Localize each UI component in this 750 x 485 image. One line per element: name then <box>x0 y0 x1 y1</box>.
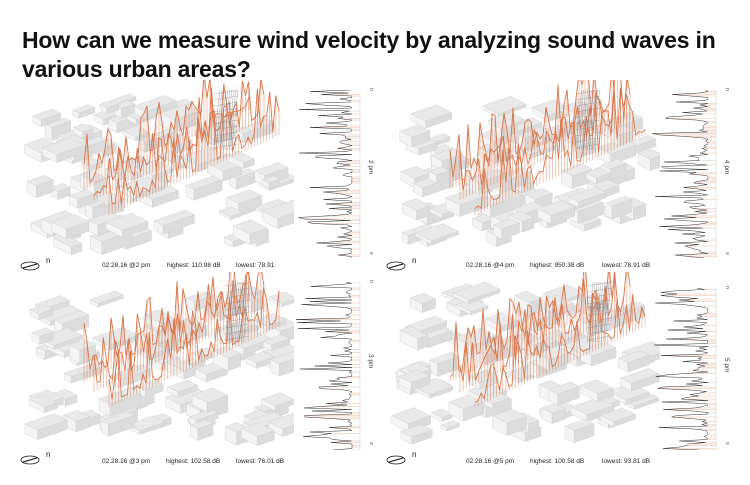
date-time: 02.28.16 @2 pm <box>102 262 151 269</box>
strip-bottom-label: s <box>368 252 374 255</box>
highest-reading: highest: 100.58 dB <box>530 458 585 465</box>
date-time: 02.28.16 @3 pm <box>102 458 151 465</box>
north-label: n <box>46 256 51 265</box>
lowest-reading: lowest: 78.91 dB <box>602 262 651 269</box>
strip-bottom-label: s <box>368 442 374 445</box>
north-arrow-icon <box>386 455 406 465</box>
panel-2pm: n 2 pm s n 02.28.16 @2 pm highest: 110.9… <box>14 80 376 280</box>
panel-5pm: n 5 pm s n 02.28.16 @5 pm highest: 100.5… <box>380 272 742 472</box>
sound-strip <box>648 287 720 456</box>
city-scene <box>391 272 660 445</box>
time-label: 3 pm <box>367 354 374 369</box>
lowest-reading: lowest: 93.81 dB <box>602 458 651 465</box>
north-label: n <box>412 450 417 459</box>
strip-top-label: n <box>368 280 374 284</box>
highest-reading: highest: 102.58 dB <box>166 458 221 465</box>
sound-strip <box>292 281 364 451</box>
highest-reading: highest: 110.98 dB <box>167 262 221 269</box>
time-label: 2 pm <box>367 160 374 175</box>
north-arrow-icon <box>20 455 40 465</box>
city-scene <box>399 80 660 247</box>
north-label: n <box>412 256 417 265</box>
strip-top-label: n <box>724 88 730 92</box>
sound-strip <box>648 89 720 259</box>
north-label: n <box>46 450 51 459</box>
time-label: 5 pm <box>723 358 730 373</box>
strip-top-label: n <box>724 286 730 290</box>
city-scene <box>24 272 294 447</box>
time-label: 4 pm <box>723 160 730 175</box>
north-arrow-icon <box>386 261 406 271</box>
panel-3pm: n 3 pm s n 02.28.16 @3 pm highest: 102.5… <box>14 272 376 472</box>
lowest-reading: lowest: 76.01 dB <box>236 458 285 465</box>
highest-reading: highest: 950.38 dB <box>530 262 585 269</box>
page-title: How can we measure wind velocity by anal… <box>22 27 716 82</box>
strip-bottom-label: s <box>724 252 730 255</box>
panel-4pm: n 4 pm s n 02.28.16 @4 pm highest: 950.3… <box>380 80 742 280</box>
lowest-reading: lowest: 78.91 <box>236 262 275 269</box>
strip-bottom-label: s <box>724 442 730 445</box>
north-arrow-icon <box>20 261 40 271</box>
sound-strip <box>292 89 364 259</box>
strip-top-label: n <box>368 88 374 92</box>
city-scene <box>23 80 294 255</box>
date-time: 02.28.16 @5 pm <box>466 458 515 465</box>
date-time: 02.28.16 @4 pm <box>466 262 515 269</box>
